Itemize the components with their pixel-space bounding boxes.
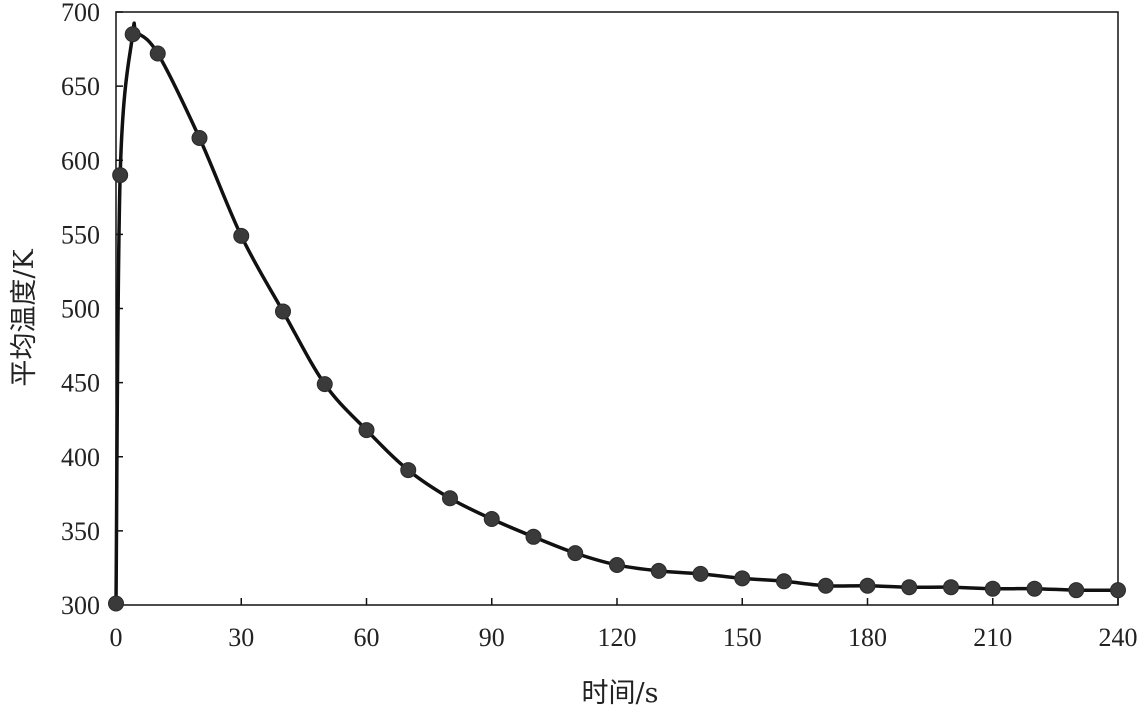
data-point [191, 130, 208, 147]
y-tick-label: 350 [61, 517, 100, 546]
x-tick-label: 0 [110, 623, 123, 652]
y-tick-label: 700 [61, 0, 100, 27]
data-point [692, 565, 709, 582]
y-tick-label: 500 [61, 295, 100, 324]
y-tick-label: 400 [61, 443, 100, 472]
x-tick-label: 120 [598, 623, 637, 652]
x-tick-label: 90 [479, 623, 505, 652]
y-tick-label: 650 [61, 72, 100, 101]
data-point [275, 303, 291, 320]
data-point [233, 227, 250, 244]
data-point [984, 580, 1001, 597]
data-point [442, 490, 458, 507]
x-axis-title: 时间/s [582, 678, 659, 709]
data-point [567, 545, 584, 562]
data-point [316, 376, 333, 393]
data-point [525, 528, 542, 545]
x-tick-label: 180 [848, 623, 887, 652]
x-tick-label: 240 [1099, 623, 1138, 652]
y-tick-label: 300 [61, 591, 100, 620]
plot-frame [115, 11, 1119, 606]
data-point [1110, 582, 1126, 599]
data-point [108, 595, 124, 612]
data-point [817, 577, 834, 594]
data-point [358, 422, 375, 439]
data-point [1068, 582, 1085, 599]
data-point [901, 579, 918, 596]
data-points [108, 26, 1126, 612]
temperature-line [114, 21, 1120, 606]
data-point [609, 556, 625, 573]
y-tick-label: 450 [61, 369, 100, 398]
data-point [943, 579, 959, 596]
data-point [112, 167, 129, 184]
data-point [734, 570, 751, 587]
x-tick-label: 60 [354, 623, 380, 652]
data-point [1026, 580, 1043, 597]
y-tick-label: 550 [61, 220, 100, 249]
data-point [776, 573, 792, 590]
y-axis-title: 平均温度/K [9, 249, 40, 387]
data-point [400, 462, 417, 479]
x-tick-label: 150 [723, 623, 762, 652]
x-tick-label: 30 [228, 623, 254, 652]
data-point [859, 577, 876, 594]
y-tick-label: 600 [61, 146, 100, 175]
data-point [483, 511, 500, 528]
data-point [124, 26, 141, 43]
y-axis: 300 350 400 450 500 550 600 650 700 [61, 0, 123, 620]
x-axis: 0 30 60 90 120 150 180 210 240 [110, 598, 1138, 652]
data-point [650, 562, 667, 579]
data-point [149, 45, 166, 62]
x-tick-label: 210 [973, 623, 1012, 652]
